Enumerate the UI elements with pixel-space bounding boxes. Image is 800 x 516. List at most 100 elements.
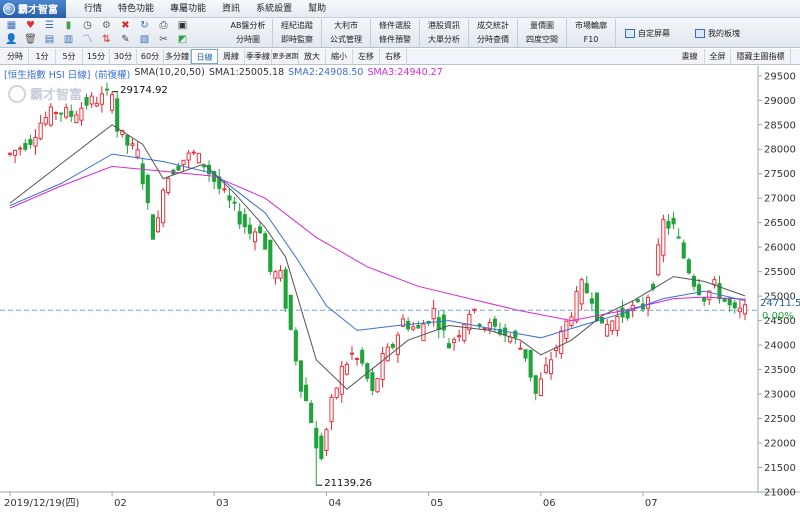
toolbar-button-r2-4[interactable]: 條件預警 xyxy=(371,33,420,47)
list-button[interactable]: ☰ xyxy=(42,19,57,32)
period-button-7[interactable]: 多分鐘 xyxy=(164,49,191,64)
period-right-button-1[interactable]: 畫線 xyxy=(675,49,705,64)
candle-down xyxy=(528,349,533,378)
close-button[interactable]: ✖ xyxy=(118,19,133,32)
candle-up xyxy=(656,244,661,276)
print-button[interactable]: ⎙ xyxy=(156,19,171,32)
candle-down xyxy=(390,344,395,348)
candle-down xyxy=(600,317,605,324)
candle-up xyxy=(344,363,349,375)
change-percent-label: 0.00% xyxy=(762,311,794,323)
period-button-4[interactable]: 15分 xyxy=(83,49,110,64)
period-button-15[interactable]: 右移 xyxy=(380,49,407,64)
period-button-13[interactable]: 縮小 xyxy=(326,49,353,64)
toolbar-button-r1-6[interactable]: 成交統計 xyxy=(469,19,518,33)
period-button-9[interactable]: 周線 xyxy=(218,49,245,64)
period-button-2[interactable]: 1分 xyxy=(29,49,56,64)
candle-up xyxy=(324,429,329,451)
toolbar-button-r1-4[interactable]: 條件選股 xyxy=(371,19,420,33)
menu-info[interactable]: 資訊 xyxy=(222,3,241,14)
period-button-10[interactable]: 季季線 xyxy=(245,49,272,64)
period-right-button-2[interactable]: 全屏 xyxy=(705,49,731,64)
toolbar-button-r1-3[interactable]: 大利市 xyxy=(322,19,371,33)
menu-quotes[interactable]: 行情 xyxy=(84,3,103,14)
y-tick-label: 27000 xyxy=(764,194,796,205)
period-right-button-3[interactable]: 隱藏主圖指標 xyxy=(731,49,791,64)
period-button-8[interactable]: 日線 xyxy=(191,49,218,64)
line-chart-button[interactable]: 〽 xyxy=(80,33,95,46)
period-button-12[interactable]: 放大 xyxy=(299,49,326,64)
my-board-button[interactable]: 我的板塊 xyxy=(695,19,740,47)
candle-up xyxy=(482,327,487,330)
heart-button[interactable]: ♥ xyxy=(23,19,38,32)
y-tick-label: 21000 xyxy=(764,488,796,499)
trash-icon: 🗑 xyxy=(24,34,37,45)
candle-up xyxy=(579,279,584,305)
y-tick-label: 22000 xyxy=(764,439,796,450)
clock-button[interactable]: ◷ xyxy=(80,19,95,32)
candle-down xyxy=(28,139,33,145)
candle-down xyxy=(523,349,528,359)
bar-chart-button[interactable]: ▥ xyxy=(61,33,76,46)
candlestick-chart[interactable]: 29500 29000 28500 28000 27500 27000 26500 26000… xyxy=(0,66,800,516)
compare-icon: ⇅ xyxy=(102,34,111,45)
period-button-6[interactable]: 60分 xyxy=(137,49,164,64)
menu-exclusive-features[interactable]: 專屬功能 xyxy=(170,3,207,14)
my-board-button-label: 我的板塊 xyxy=(708,28,740,38)
toolbar-button-r1-8[interactable]: 市場輪廓 xyxy=(567,19,616,33)
chart-button[interactable]: ◩ xyxy=(175,33,190,46)
toolbar-button-r1-1[interactable]: AB盤分析 xyxy=(224,19,273,33)
toolbar-button-r2-1[interactable]: 分時圖 xyxy=(224,33,273,47)
toolbar-button-r1-5[interactable]: 港股資訊 xyxy=(420,19,469,33)
menu-system-settings[interactable]: 系統設置 xyxy=(256,3,293,14)
period-button-1[interactable]: 分時 xyxy=(2,49,29,64)
compare-button[interactable]: ⇅ xyxy=(99,33,114,46)
gear-button[interactable]: ⚙ xyxy=(99,19,114,32)
toolbar-button-r2-6[interactable]: 分時查價 xyxy=(469,33,518,47)
y-tick-label: 26000 xyxy=(764,243,796,254)
candle-down xyxy=(722,298,727,302)
toolbar-button-r1-7[interactable]: 量價圖 xyxy=(518,19,567,33)
toolbar-button-r2-3[interactable]: 公式管理 xyxy=(322,33,371,47)
period-button-5[interactable]: 30分 xyxy=(110,49,137,64)
save-button[interactable]: ▣ xyxy=(175,19,190,32)
toolbar-button-r2-2[interactable]: 即時監察 xyxy=(273,33,322,47)
tools-button[interactable]: ✂ xyxy=(156,33,171,46)
toolbar-button-r2-7[interactable]: 四度空間 xyxy=(518,33,567,47)
custom-screen-button[interactable]: 自定屏幕 xyxy=(625,19,670,47)
candle-down xyxy=(676,236,681,239)
chart-area[interactable]: 29500 29000 28500 28000 27500 27000 26500 26000… xyxy=(0,66,800,516)
period-button-11[interactable]: 更多週期 xyxy=(272,49,299,64)
period-button-3[interactable]: 5分 xyxy=(56,49,83,64)
menu-special-features[interactable]: 特色功能 xyxy=(118,3,155,14)
person-button[interactable]: 👤 xyxy=(4,33,19,46)
candle-button[interactable]: ▮ xyxy=(61,19,76,32)
menu-help[interactable]: 幫助 xyxy=(308,3,327,14)
edit-button[interactable]: ✎ xyxy=(118,33,133,46)
y-tick-label: 25500 xyxy=(764,267,796,278)
app-logo[interactable]: 霸才智富 xyxy=(0,0,66,18)
news-button[interactable]: ▧ xyxy=(137,33,152,46)
clock-icon: ◷ xyxy=(83,20,92,31)
toolbar-button-r1-2[interactable]: 經紀追蹤 xyxy=(273,19,322,33)
toolbar-button-r2-5[interactable]: 大單分析 xyxy=(420,33,469,47)
y-tick-label: 28500 xyxy=(764,120,796,131)
period-button-14[interactable]: 左移 xyxy=(353,49,380,64)
candle-up xyxy=(48,106,53,126)
refresh-button[interactable]: ↻ xyxy=(137,19,152,32)
table-button[interactable]: ▤ xyxy=(42,33,57,46)
candle-up xyxy=(543,364,548,373)
toolbar-button-r2-8[interactable]: F10 xyxy=(567,33,616,47)
logo-text: 霸才智富 xyxy=(18,5,58,16)
grid-button[interactable]: ▦ xyxy=(4,19,19,32)
candle-down xyxy=(258,226,263,234)
menu-bar: 霸才智富 行情 特色功能 專屬功能 資訊 系統設置 幫助 xyxy=(0,0,800,18)
candle-up xyxy=(155,217,161,233)
candle-down xyxy=(201,165,207,168)
trash-button[interactable]: 🗑 xyxy=(23,33,38,46)
y-tick-label: 21500 xyxy=(764,463,796,474)
candle-down xyxy=(446,343,452,349)
candle-up xyxy=(18,147,23,150)
candle-up xyxy=(64,107,69,118)
candle-up xyxy=(33,137,38,147)
